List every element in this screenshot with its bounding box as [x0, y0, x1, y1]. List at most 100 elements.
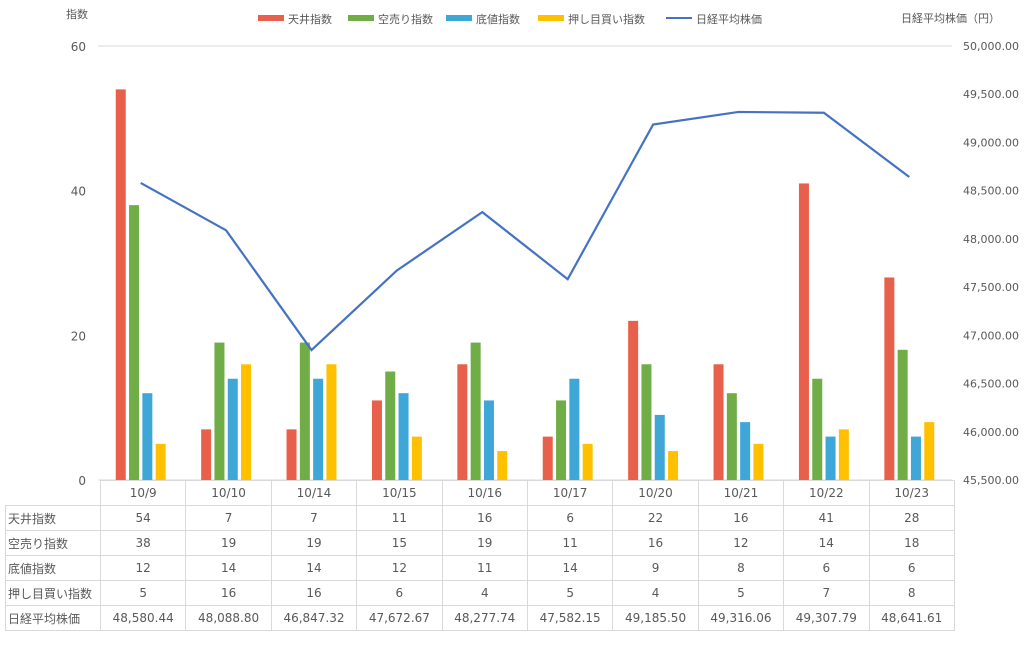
bar-1-10/17	[556, 400, 567, 480]
table-cell: 8	[697, 555, 785, 581]
legend-label-1: 空売り指数	[378, 12, 433, 26]
table-cell: 48,641.61	[868, 605, 955, 631]
table-date-header: 10/10	[185, 480, 272, 506]
bar-2-10/10	[227, 378, 238, 480]
table-cell: 8	[868, 580, 955, 606]
bar-1-10/14	[299, 342, 310, 480]
table-cell: 11	[441, 555, 528, 581]
table-row-label: 空売り指数	[5, 530, 101, 556]
table-cell: 22	[612, 505, 699, 531]
table-date-header: 10/14	[270, 480, 358, 506]
table-header-row: 10/9 10/10 10/14 10/15 10/16 10/17 10/20 10/21 1…	[5, 480, 955, 506]
table-corner	[5, 480, 101, 506]
bar-3-10/15	[411, 436, 422, 480]
table-row-label: 底値指数	[5, 555, 101, 581]
right-tick-label: 47,500.00	[963, 281, 1019, 294]
table-date-header: 10/9	[99, 480, 187, 506]
table-cell: 6	[356, 580, 443, 606]
bar-0-10/14	[286, 429, 297, 480]
table-row: 底値指数 12 14 14 12 11 14 9 8 6 6	[5, 555, 955, 581]
bar-0-10/21	[713, 364, 724, 480]
table-row: 押し目買い指数 5 16 16 6 4 5 4 5 7 8	[5, 580, 955, 606]
table-date-header: 10/15	[356, 480, 443, 506]
bar-1-10/21	[726, 393, 737, 480]
table-cell: 46,847.32	[270, 605, 358, 631]
data-table: 10/9 10/10 10/14 10/15 10/16 10/17 10/20 10/21 1…	[5, 480, 955, 631]
table-cell: 48,088.80	[185, 605, 272, 631]
table-cell: 5	[526, 580, 614, 606]
table-cell: 11	[526, 530, 614, 556]
table-cell: 6	[783, 555, 870, 581]
table-cell: 49,185.50	[612, 605, 699, 631]
bar-2-10/16	[483, 400, 494, 480]
bar-2-10/9	[142, 393, 153, 480]
bar-0-10/17	[542, 436, 553, 480]
legend-label-2: 底値指数	[476, 12, 520, 26]
table-cell: 7	[783, 580, 870, 606]
table-cell: 5	[99, 580, 187, 606]
left-axis-title: 指数	[66, 7, 88, 21]
table-cell: 12	[356, 555, 443, 581]
right-tick-label: 49,000.00	[963, 136, 1019, 149]
table-cell: 7	[270, 505, 358, 531]
table-cell: 49,307.79	[783, 605, 870, 631]
table-cell: 12	[697, 530, 785, 556]
legend-swatch-2	[446, 15, 472, 21]
table-cell: 4	[441, 580, 528, 606]
bar-3-10/16	[497, 451, 508, 480]
table-row: 天井指数 54 7 7 11 16 6 22 16 41 28	[5, 505, 955, 531]
legend-swatch-0	[258, 15, 284, 21]
table-cell: 19	[441, 530, 528, 556]
bar-3-10/23	[924, 422, 935, 480]
table-row-label: 天井指数	[5, 505, 101, 531]
table-cell: 9	[612, 555, 699, 581]
bar-2-10/23	[910, 436, 921, 480]
table-cell: 6	[526, 505, 614, 531]
table-cell: 38	[99, 530, 187, 556]
table-cell: 7	[185, 505, 272, 531]
table-date-header: 10/21	[697, 480, 785, 506]
bar-2-10/20	[654, 414, 665, 480]
table-row: 空売り指数 38 19 19 15 19 11 16 12 14 18	[5, 530, 955, 556]
legend-swatch-3	[538, 15, 564, 21]
table-cell: 15	[356, 530, 443, 556]
bar-0-10/22	[798, 183, 809, 480]
table-cell: 49,316.06	[697, 605, 785, 631]
legend-label-4: 日経平均株価	[696, 12, 762, 26]
right-tick-label: 49,500.00	[963, 88, 1019, 101]
legend-label-3: 押し目買い指数	[568, 12, 645, 26]
bar-1-10/9	[129, 205, 140, 480]
table-cell: 47,582.15	[526, 605, 614, 631]
table-cell: 19	[185, 530, 272, 556]
table-cell: 48,580.44	[99, 605, 187, 631]
bar-3-10/14	[326, 364, 337, 480]
table-cell: 14	[185, 555, 272, 581]
table-cell: 47,672.67	[356, 605, 443, 631]
table-cell: 19	[270, 530, 358, 556]
left-tick-label: 60	[71, 40, 86, 54]
right-tick-label: 48,000.00	[963, 233, 1019, 246]
table-cell: 6	[868, 555, 955, 581]
table-date-header: 10/22	[783, 480, 870, 506]
right-tick-label: 47,000.00	[963, 329, 1019, 342]
bar-1-10/22	[812, 378, 823, 480]
table-date-header: 10/23	[868, 480, 955, 506]
right-tick-label: 48,500.00	[963, 185, 1019, 198]
table-cell: 14	[526, 555, 614, 581]
table-cell: 16	[185, 580, 272, 606]
bar-2-10/17	[569, 378, 580, 480]
table-cell: 16	[270, 580, 358, 606]
table-cell: 12	[99, 555, 187, 581]
table-date-header: 10/17	[526, 480, 614, 506]
table-cell: 48,277.74	[441, 605, 528, 631]
right-tick-label: 45,500.00	[963, 474, 1019, 487]
bar-3-10/9	[155, 443, 166, 480]
bar-0-10/23	[884, 277, 895, 480]
table-cell: 16	[697, 505, 785, 531]
bar-0-10/16	[457, 364, 468, 480]
table-date-header: 10/16	[441, 480, 528, 506]
right-tick-label: 50,000.00	[963, 40, 1019, 53]
bar-2-10/21	[740, 422, 751, 480]
bar-1-10/16	[470, 342, 481, 480]
